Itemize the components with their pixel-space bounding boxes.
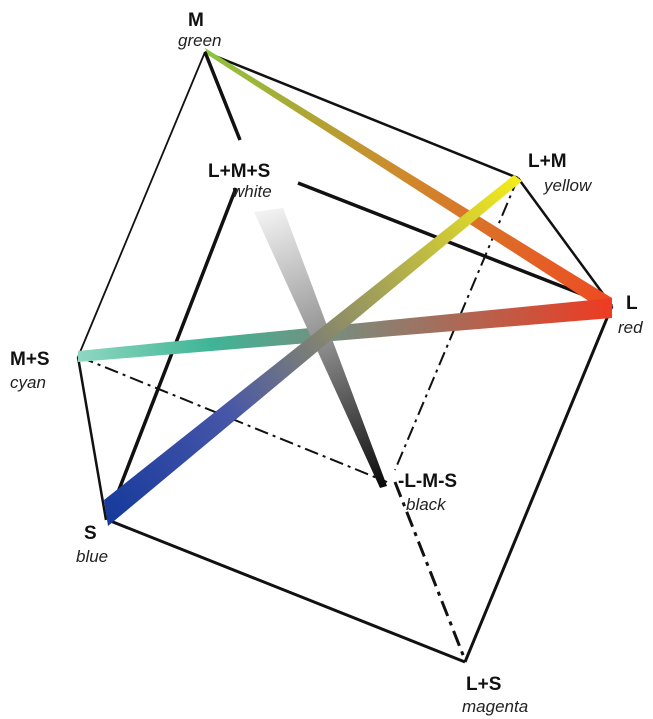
label-red-sub: red (618, 318, 643, 337)
band-blue-yellow (104, 175, 522, 526)
label-black-main: -L-M-S (398, 471, 457, 492)
label-black: -L-M-S black (398, 471, 457, 514)
label-magenta-sub: magenta (462, 697, 528, 716)
band-cyan-red (78, 298, 612, 362)
edge-white-red (297, 181, 613, 308)
label-blue-sub: blue (76, 547, 108, 566)
label-white-main: L+M+S (208, 161, 270, 182)
label-yellow-sub: yellow (543, 176, 593, 195)
edge-blue-magenta (107, 518, 466, 664)
edge-cyan-blue (76, 356, 108, 521)
label-black-sub: black (406, 495, 447, 514)
label-green-main: M (188, 10, 204, 31)
label-magenta-main: L+S (466, 674, 501, 695)
opponent-bands (78, 48, 612, 526)
label-white-sub: white (232, 182, 272, 201)
band-green-red (205, 48, 612, 316)
edge-red-magenta (463, 305, 614, 663)
label-green: M green (178, 10, 221, 50)
edge-yellow-black (394, 177, 519, 471)
label-red: L red (618, 293, 643, 337)
label-blue: S blue (76, 523, 108, 566)
label-cyan-sub: cyan (10, 373, 46, 392)
edge-green-white (203, 51, 242, 141)
label-white: L+M+S white (208, 161, 272, 201)
edge-yellow-red (516, 177, 614, 307)
label-magenta: L+S magenta (462, 674, 528, 716)
label-cyan: M+S cyan (10, 349, 50, 392)
label-cyan-main: M+S (10, 349, 50, 370)
edge-green-yellow (204, 50, 519, 180)
edge-green-cyan (77, 51, 206, 358)
label-red-main: L (626, 293, 638, 314)
label-green-sub: green (178, 31, 221, 50)
label-yellow: L+M yellow (528, 151, 593, 195)
label-yellow-main: L+M (528, 151, 567, 172)
label-blue-main: S (84, 523, 97, 544)
